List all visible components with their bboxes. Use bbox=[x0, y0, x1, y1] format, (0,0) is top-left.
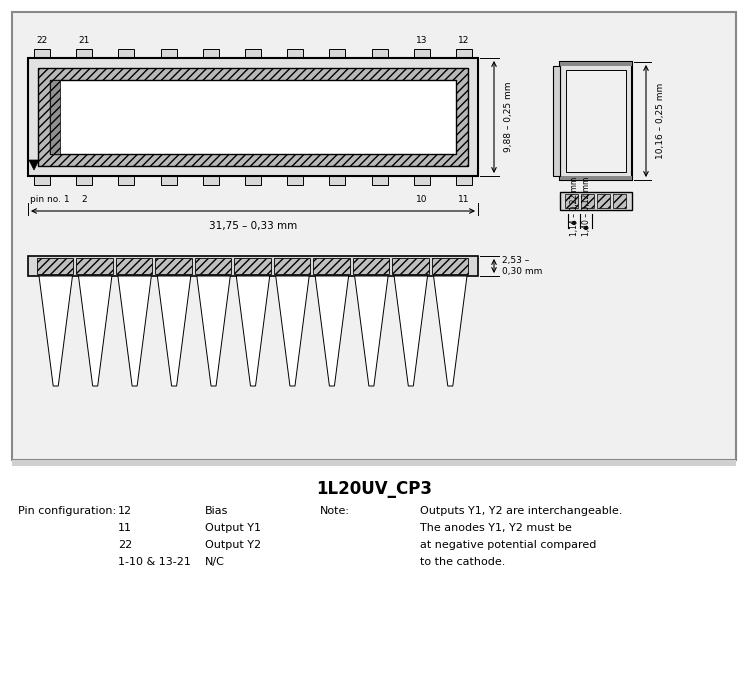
Bar bbox=[34, 176, 50, 185]
Text: 9,88 – 0,25 mm: 9,88 – 0,25 mm bbox=[504, 81, 513, 152]
Polygon shape bbox=[118, 276, 151, 386]
Text: 1L20UV_CP3: 1L20UV_CP3 bbox=[316, 480, 432, 498]
Bar bbox=[28, 58, 478, 176]
Bar bbox=[352, 258, 389, 274]
Text: 12: 12 bbox=[459, 36, 470, 45]
Text: The anodes Y1, Y2 must be: The anodes Y1, Y2 must be bbox=[420, 523, 572, 533]
Bar bbox=[274, 258, 310, 274]
Bar bbox=[372, 49, 387, 58]
Bar bbox=[560, 176, 632, 180]
Bar bbox=[565, 194, 578, 208]
Polygon shape bbox=[355, 276, 388, 386]
Polygon shape bbox=[79, 276, 112, 386]
Text: 13: 13 bbox=[416, 36, 428, 45]
Text: Note:: Note: bbox=[320, 506, 350, 516]
Bar bbox=[287, 49, 303, 58]
Bar bbox=[329, 176, 346, 185]
Text: Pin configuration:: Pin configuration: bbox=[18, 506, 116, 516]
Polygon shape bbox=[29, 160, 39, 170]
Bar bbox=[118, 176, 135, 185]
Polygon shape bbox=[39, 276, 73, 386]
Bar bbox=[34, 49, 50, 58]
Bar bbox=[76, 258, 113, 274]
Polygon shape bbox=[434, 276, 467, 386]
Text: 1-10 & 13-21: 1-10 & 13-21 bbox=[118, 557, 191, 567]
Bar bbox=[76, 176, 92, 185]
Polygon shape bbox=[394, 276, 428, 386]
Bar bbox=[456, 176, 472, 185]
Polygon shape bbox=[197, 276, 230, 386]
Text: pin no. 1: pin no. 1 bbox=[30, 195, 70, 204]
Text: 12: 12 bbox=[118, 506, 132, 516]
Text: 1,14 – 0,22 mm: 1,14 – 0,22 mm bbox=[570, 177, 579, 236]
Text: N/C: N/C bbox=[205, 557, 225, 567]
Bar bbox=[161, 176, 177, 185]
Polygon shape bbox=[315, 276, 349, 386]
Text: 1,40 – 0,12 mm: 1,40 – 0,12 mm bbox=[582, 177, 591, 236]
Bar bbox=[28, 256, 478, 276]
Bar bbox=[194, 258, 231, 274]
Text: at negative potential compared: at negative potential compared bbox=[420, 540, 596, 550]
Bar bbox=[116, 258, 153, 274]
Bar bbox=[38, 68, 468, 166]
Bar bbox=[203, 49, 219, 58]
Bar bbox=[329, 49, 346, 58]
Text: 10: 10 bbox=[416, 195, 428, 204]
Bar bbox=[234, 258, 271, 274]
Bar bbox=[50, 80, 60, 154]
Polygon shape bbox=[157, 276, 191, 386]
Text: Output Y2: Output Y2 bbox=[205, 540, 261, 550]
Bar bbox=[414, 176, 430, 185]
Bar bbox=[161, 49, 177, 58]
Text: 31,75 – 0,33 mm: 31,75 – 0,33 mm bbox=[209, 221, 297, 231]
Text: Outputs Y1, Y2 are interchangeable.: Outputs Y1, Y2 are interchangeable. bbox=[420, 506, 622, 516]
Bar bbox=[414, 49, 430, 58]
Polygon shape bbox=[236, 276, 270, 386]
Bar bbox=[118, 49, 135, 58]
Bar bbox=[613, 194, 626, 208]
Text: to the cathode.: to the cathode. bbox=[420, 557, 506, 567]
Bar bbox=[156, 258, 191, 274]
Bar bbox=[287, 176, 303, 185]
Text: 22: 22 bbox=[118, 540, 132, 550]
Bar bbox=[432, 258, 468, 274]
Bar bbox=[566, 70, 626, 172]
Text: 21: 21 bbox=[79, 36, 90, 45]
Bar bbox=[50, 80, 456, 154]
Bar bbox=[392, 258, 429, 274]
Text: 10,16 – 0,25 mm: 10,16 – 0,25 mm bbox=[656, 83, 665, 159]
Bar bbox=[456, 49, 472, 58]
Bar bbox=[37, 258, 73, 274]
Bar bbox=[76, 49, 92, 58]
Bar bbox=[12, 460, 736, 466]
Bar bbox=[12, 12, 736, 460]
Bar bbox=[245, 176, 261, 185]
Bar bbox=[560, 62, 632, 180]
Bar bbox=[245, 49, 261, 58]
Bar bbox=[560, 192, 632, 210]
Bar bbox=[372, 176, 387, 185]
Text: 11: 11 bbox=[118, 523, 132, 533]
Bar bbox=[560, 62, 632, 66]
Bar bbox=[203, 176, 219, 185]
Text: Bias: Bias bbox=[205, 506, 228, 516]
Text: 11: 11 bbox=[459, 195, 470, 204]
Text: 2: 2 bbox=[82, 195, 87, 204]
Text: Output Y1: Output Y1 bbox=[205, 523, 261, 533]
Text: 22: 22 bbox=[37, 36, 48, 45]
Text: 2,53 –
0,30 mm: 2,53 – 0,30 mm bbox=[502, 256, 542, 276]
Bar bbox=[553, 66, 560, 176]
Bar bbox=[313, 258, 349, 274]
Polygon shape bbox=[276, 276, 309, 386]
Bar bbox=[581, 194, 594, 208]
Bar bbox=[597, 194, 610, 208]
